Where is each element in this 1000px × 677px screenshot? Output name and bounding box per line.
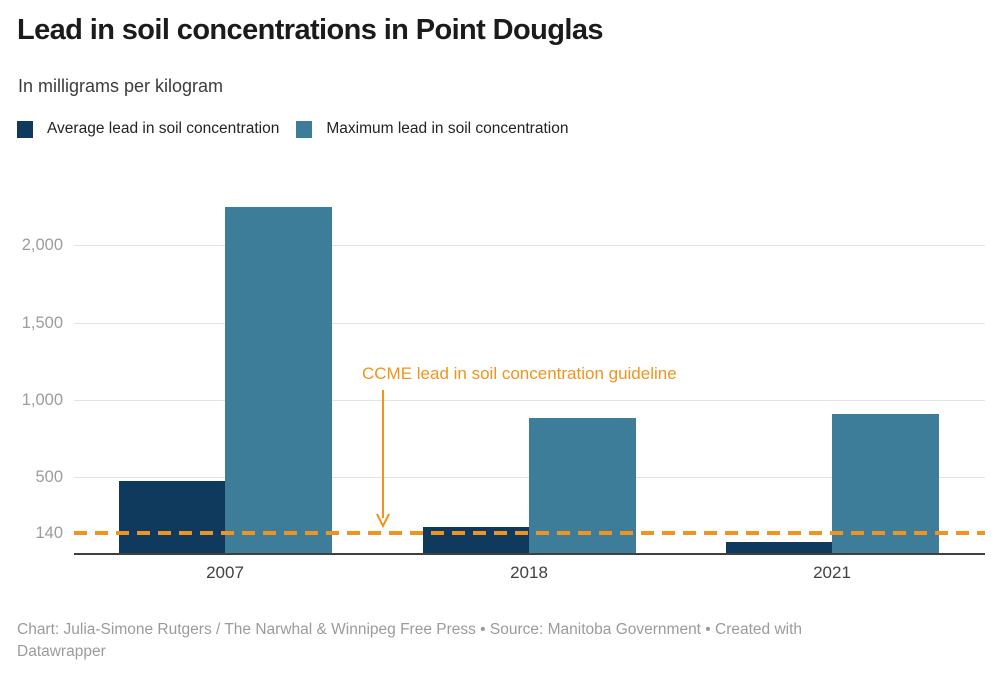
chart-title: Lead in soil concentrations in Point Dou…	[17, 14, 603, 46]
guideline-arrow-icon	[376, 390, 390, 529]
attribution-line-2: Datawrapper	[17, 643, 106, 660]
chart-subtitle: In milligrams per kilogram	[18, 76, 224, 96]
legend-item-maximum: Maximum lead in soil concentration	[296, 120, 568, 138]
x-axis-label: 2007	[206, 563, 244, 582]
y-axis-tick-label: 140	[35, 524, 63, 542]
x-axis-line	[74, 553, 985, 555]
legend: Average lead in soil concentration Maxim…	[17, 120, 568, 138]
bar-maximum-2007	[225, 206, 332, 556]
x-axis-label: 2018	[510, 563, 548, 582]
bar-average-2007	[119, 481, 225, 556]
legend-item-average: Average lead in soil concentration	[17, 120, 279, 138]
y-axis-tick-label: 1,000	[21, 391, 63, 409]
guideline-annotation: CCME lead in soil concentration guidelin…	[362, 364, 677, 383]
bar-average-2021	[726, 542, 832, 556]
y-axis-tick-label: 500	[35, 468, 63, 486]
legend-label-average: Average lead in soil concentration	[47, 120, 280, 137]
guideline-dashed-line	[74, 531, 985, 535]
legend-swatch-maximum	[296, 120, 313, 138]
gridline	[74, 323, 985, 324]
legend-swatch-average	[17, 120, 33, 138]
gridline	[74, 245, 985, 246]
y-axis-tick-label: 2,000	[21, 236, 63, 254]
x-axis-label: 2021	[813, 563, 851, 582]
y-axis-tick-label: 1,500	[21, 314, 63, 332]
attribution-line-1: Chart: Julia-Simone Rutgers / The Narwha…	[17, 621, 803, 638]
gridline	[74, 400, 985, 401]
legend-label-maximum: Maximum lead in soil concentration	[326, 120, 569, 137]
attribution-footer: Chart: Julia-Simone Rutgers / The Narwha…	[17, 619, 802, 663]
